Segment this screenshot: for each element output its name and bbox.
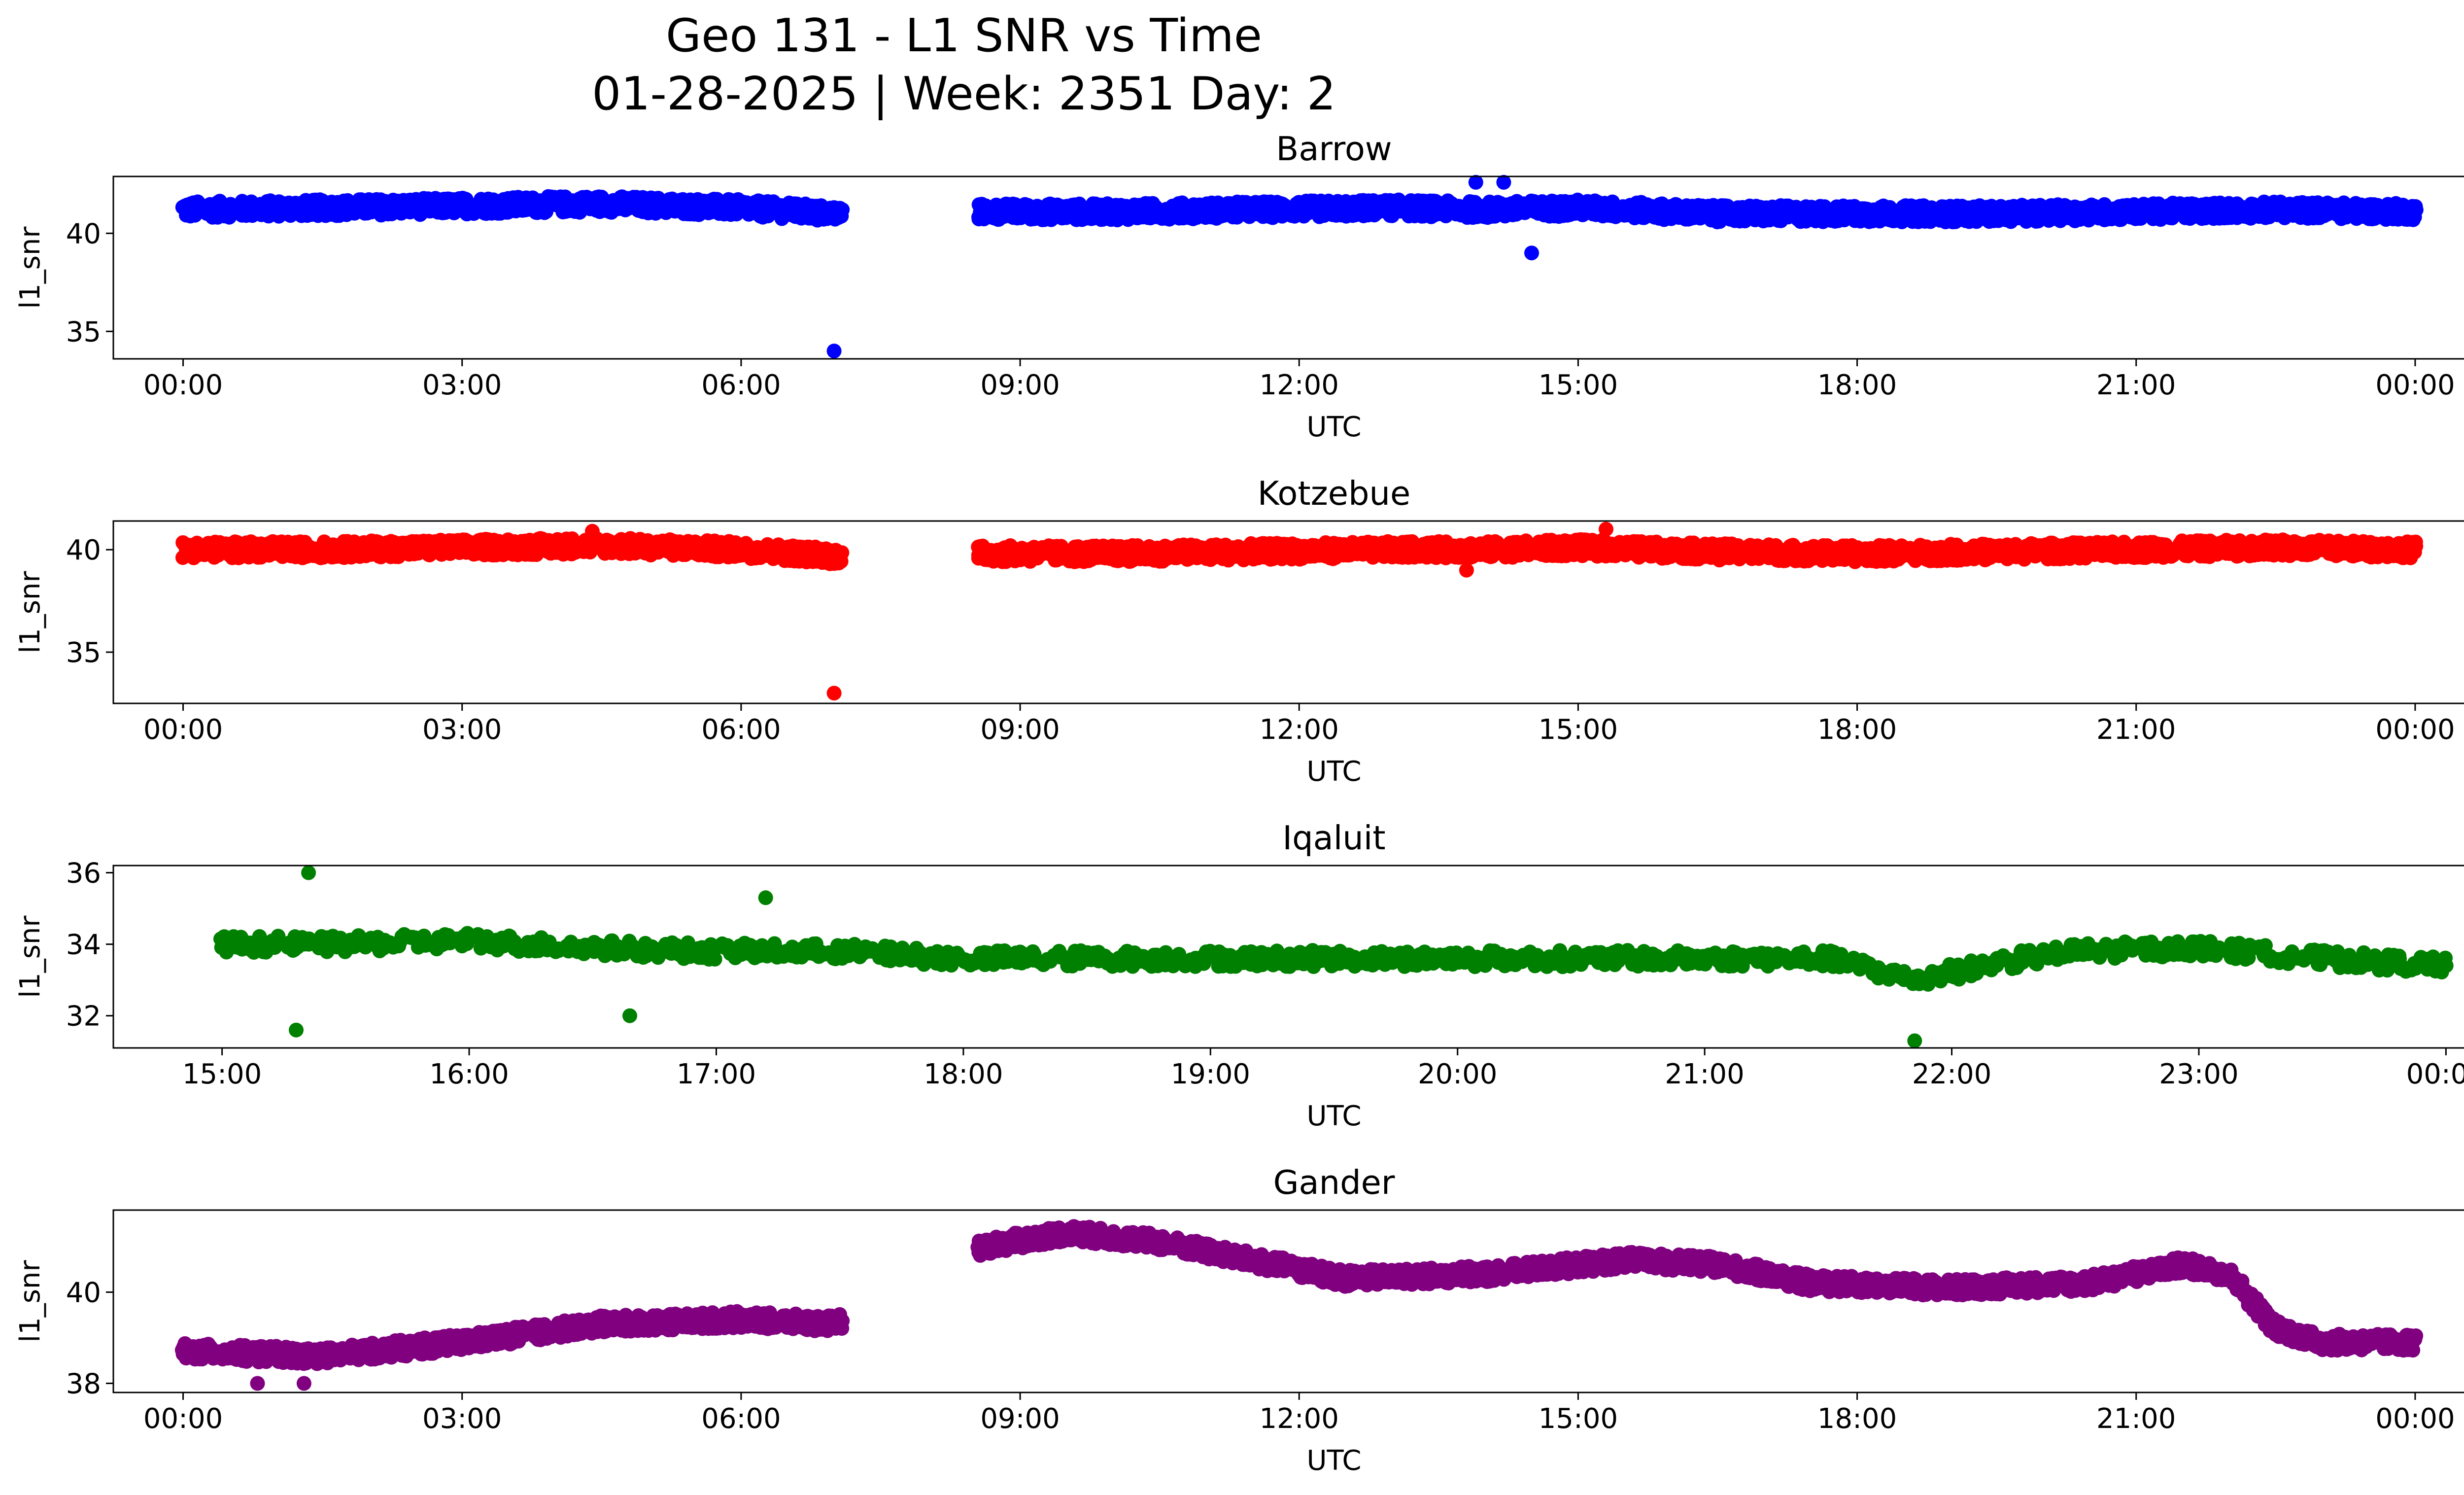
x-tick-label: 00:00 <box>2375 369 2455 401</box>
x-tick-label: 03:00 <box>422 369 502 401</box>
x-tick-label: 18:00 <box>1817 369 1897 401</box>
panel-title: Barrow <box>1276 130 1392 168</box>
y-tick-label: 40 <box>66 218 101 250</box>
figure-title-line1: Geo 131 - L1 SNR vs Time <box>666 9 1262 62</box>
figure-title-line2: 01-28-2025 | Week: 2351 Day: 2 <box>592 67 1336 120</box>
panel-title: Kotzebue <box>1258 474 1410 513</box>
x-tick-label: 00:00 <box>143 369 223 401</box>
x-axis-label: UTC <box>1306 756 1361 788</box>
x-tick-label: 15:00 <box>1539 369 1618 401</box>
data-point <box>2408 202 2424 217</box>
y-tick-label: 35 <box>66 316 101 348</box>
x-tick-label: 21:00 <box>2096 369 2176 401</box>
data-point <box>833 548 848 563</box>
outlier-point <box>826 344 842 359</box>
outlier-point <box>1524 245 1539 261</box>
data-points <box>175 174 2424 359</box>
x-tick-label: 09:00 <box>980 369 1060 401</box>
panel-barrow: Barrow UTC l1_snr 00:00 03:00 06:00 09:00 12… <box>14 130 2464 443</box>
data-point <box>833 209 848 224</box>
x-axis-label: UTC <box>1306 411 1361 443</box>
y-axis-label: l1_snr <box>14 226 46 309</box>
x-tick-label: 06:00 <box>701 369 781 401</box>
y-axis-label: l1_snr <box>14 571 46 654</box>
x-tick-label: 12:00 <box>1260 369 1339 401</box>
